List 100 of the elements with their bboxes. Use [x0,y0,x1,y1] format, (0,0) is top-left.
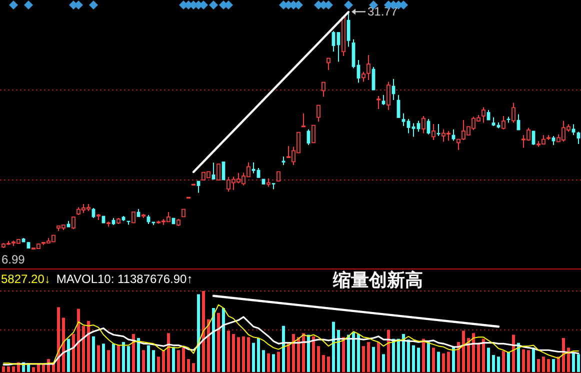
bar [532,348,535,372]
bar [312,336,315,372]
bar [262,350,265,372]
bar [452,346,455,372]
bar [177,350,180,372]
text: MAVOL10: 11387676.90↑ [56,272,193,286]
bar [82,326,85,372]
bar [77,308,80,372]
bar [287,342,290,372]
bar [157,356,160,372]
bar [492,354,495,372]
bar [247,337,250,372]
bar [37,364,40,372]
bar [137,338,140,372]
bar [212,308,215,372]
bar [147,345,150,372]
bar [467,338,470,372]
bar [257,338,260,372]
bar [507,352,510,372]
bar [192,363,195,372]
bar [272,354,275,372]
bar [437,352,440,372]
bar [167,333,170,372]
bar [522,349,525,372]
bar [442,353,445,372]
bar [427,342,430,372]
bar [362,346,365,372]
bar [572,353,575,372]
bar [382,354,385,372]
bar [12,366,15,372]
bar [417,348,420,372]
bar [387,330,390,372]
bar [207,319,210,372]
bar [277,352,280,372]
text: 5827.20↓ [1,272,50,286]
bar [32,367,35,372]
bar [87,320,90,372]
bar [222,308,225,372]
bar [397,338,400,372]
bar [357,334,360,372]
bar [472,333,475,372]
bar [342,337,345,372]
bar [102,344,105,372]
bar [187,359,190,372]
bar [172,346,175,372]
bar [502,350,505,372]
bar [402,334,405,372]
bar [152,350,155,372]
bar [462,330,465,372]
bar [67,338,70,372]
bar [422,338,425,372]
bar [412,345,415,372]
text: 6.99 [2,252,25,266]
bar [547,359,550,372]
bar [197,294,200,372]
bar [432,348,435,372]
bar [347,334,350,372]
bar [552,359,555,372]
bar [292,334,295,372]
bar [282,326,285,372]
bar [307,334,310,372]
bar [577,354,580,372]
bar [237,337,240,372]
bar [512,334,515,372]
text: 缩量创新高 [332,270,423,290]
bar [122,342,125,372]
bar [97,345,100,372]
bar [217,312,220,372]
bar [487,348,490,372]
bar [7,366,10,372]
bar [42,364,45,372]
bar [72,334,75,372]
bar [337,330,340,372]
bar [407,340,410,372]
bar [227,330,230,372]
bar [562,338,565,372]
bar [477,342,480,372]
bar [267,353,270,372]
bar [377,342,380,372]
bar [352,332,355,372]
bar [527,350,530,372]
bar [62,318,65,372]
bar [242,336,245,372]
bar [497,356,500,372]
bar [232,334,235,372]
bar [57,307,60,372]
bar [317,346,320,372]
bar [162,350,165,372]
bar [297,337,300,372]
bar [327,356,330,372]
bar [457,342,460,372]
bar [557,356,560,372]
bar [392,338,395,372]
bar [132,334,135,372]
bar [447,352,450,372]
bar [107,350,110,372]
bar [112,344,115,372]
bar [517,342,520,372]
bar [142,350,145,372]
bar [182,348,185,372]
